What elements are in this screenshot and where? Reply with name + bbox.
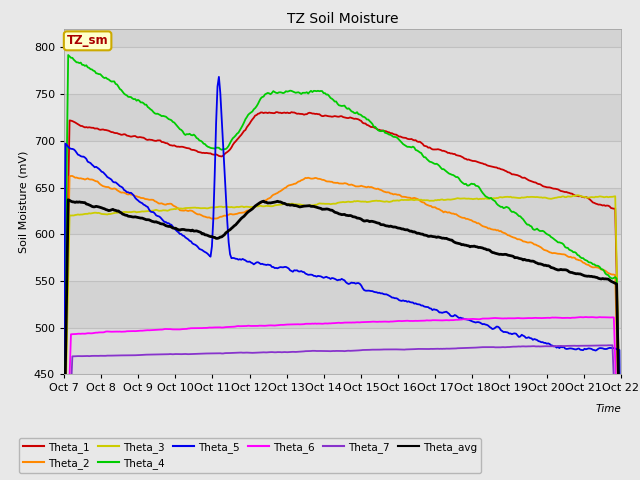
Bar xyxy=(64,141,621,188)
Y-axis label: Soil Moisture (mV): Soil Moisture (mV) xyxy=(19,150,28,253)
Legend: Theta_1, Theta_2, Theta_3, Theta_4, Theta_5, Theta_6, Theta_7, Theta_avg: Theta_1, Theta_2, Theta_3, Theta_4, Thet… xyxy=(19,437,481,473)
Text: Time: Time xyxy=(595,404,621,414)
Title: TZ Soil Moisture: TZ Soil Moisture xyxy=(287,12,398,26)
Bar xyxy=(64,48,621,94)
Text: TZ_sm: TZ_sm xyxy=(67,35,108,48)
Bar xyxy=(64,328,621,374)
Bar xyxy=(64,234,621,281)
